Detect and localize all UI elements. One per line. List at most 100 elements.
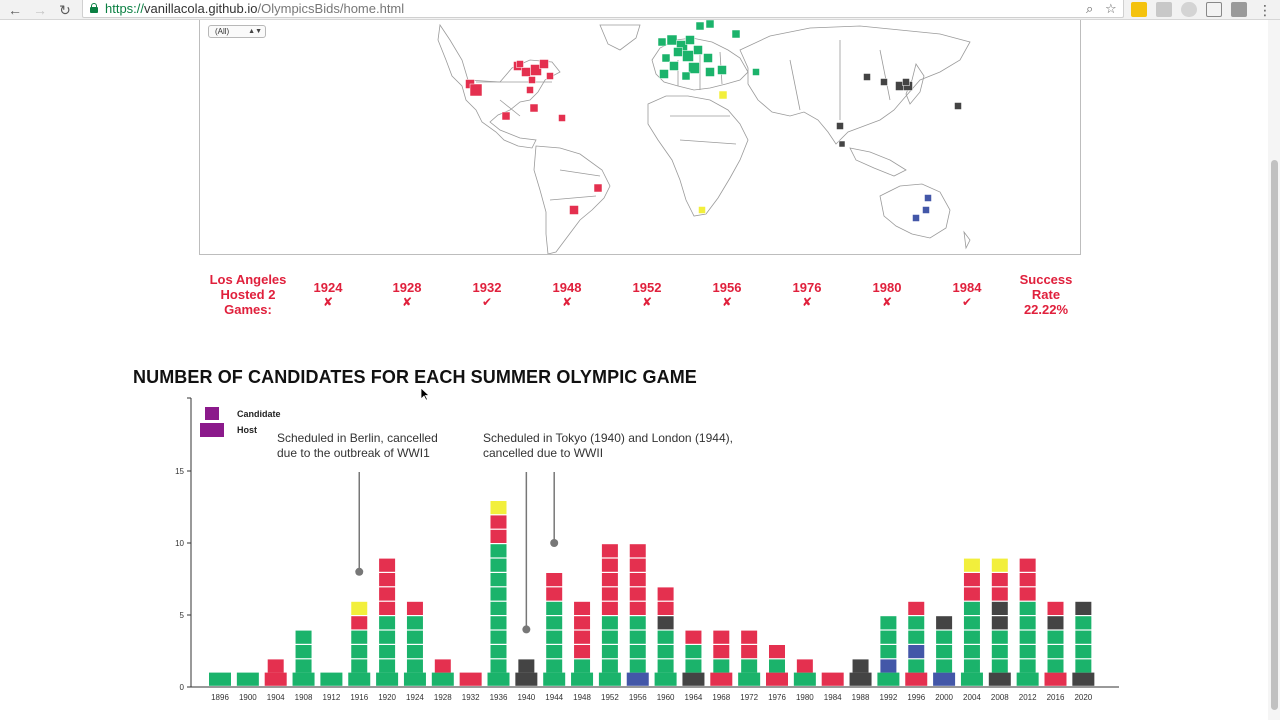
candidate-segment[interactable]	[1047, 645, 1064, 659]
candidate-segment[interactable]	[963, 587, 980, 601]
candidate-segment[interactable]	[963, 630, 980, 644]
candidate-segment[interactable]	[379, 630, 396, 644]
map-marker-europe[interactable]	[688, 62, 700, 74]
candidate-segment[interactable]	[657, 659, 674, 673]
candidate-segment[interactable]	[657, 587, 674, 601]
candidate-segment[interactable]	[685, 630, 702, 644]
candidate-segment[interactable]	[991, 587, 1008, 601]
candidate-segment[interactable]	[1019, 645, 1036, 659]
candidate-segment[interactable]	[908, 616, 925, 630]
zoom-icon[interactable]: ⌕	[1086, 1, 1094, 16]
candidate-segment[interactable]	[991, 573, 1008, 587]
candidate-segment[interactable]	[434, 659, 451, 673]
candidate-segment[interactable]	[379, 645, 396, 659]
candidate-segment[interactable]	[963, 616, 980, 630]
candidate-segment[interactable]	[991, 630, 1008, 644]
candidate-segment[interactable]	[963, 558, 980, 572]
bar-1916[interactable]	[348, 601, 371, 686]
candidate-segment[interactable]	[1019, 659, 1036, 673]
candidate-segment[interactable]	[490, 659, 507, 673]
candidate-segment[interactable]	[629, 645, 646, 659]
map-marker-asia[interactable]	[880, 78, 888, 86]
map-marker-north-america[interactable]	[558, 114, 566, 122]
candidate-segment[interactable]	[657, 616, 674, 630]
candidate-segment[interactable]	[490, 587, 507, 601]
host-segment[interactable]	[1072, 672, 1095, 686]
cast-icon[interactable]	[1206, 2, 1222, 17]
host-segment[interactable]	[320, 672, 343, 686]
candidate-segment[interactable]	[963, 573, 980, 587]
candidate-segment[interactable]	[1019, 616, 1036, 630]
bar-1996[interactable]	[905, 601, 928, 686]
candidate-segment[interactable]	[769, 659, 785, 673]
candidate-segment[interactable]	[490, 529, 507, 543]
candidate-segment[interactable]	[991, 659, 1008, 673]
candidate-segment[interactable]	[546, 616, 563, 630]
candidate-segment[interactable]	[574, 645, 591, 659]
candidate-segment[interactable]	[351, 616, 368, 630]
candidate-segment[interactable]	[1075, 630, 1092, 644]
host-segment[interactable]	[348, 672, 371, 686]
candidate-segment[interactable]	[963, 601, 980, 615]
candidate-segment[interactable]	[1019, 587, 1036, 601]
bar-1984[interactable]	[821, 672, 844, 686]
map-marker-north-america[interactable]	[593, 183, 603, 193]
forward-icon[interactable]: →	[33, 2, 47, 18]
bar-1980[interactable]	[793, 659, 816, 686]
candidate-segment[interactable]	[936, 630, 953, 644]
host-segment[interactable]	[236, 672, 259, 686]
address-bar[interactable]: https://vanillacola.github.io/OlympicsBi…	[82, 0, 1124, 18]
bar-2000[interactable]	[933, 616, 956, 686]
candidate-segment[interactable]	[490, 558, 507, 572]
candidate-segment[interactable]	[880, 630, 897, 644]
candidate-segment[interactable]	[629, 601, 646, 615]
map-marker-europe[interactable]	[669, 61, 679, 71]
candidate-segment[interactable]	[406, 601, 423, 615]
candidate-segment[interactable]	[908, 630, 925, 644]
scrollbar-thumb[interactable]	[1271, 160, 1278, 710]
extension-drive-icon[interactable]	[1181, 2, 1197, 17]
candidate-segment[interactable]	[601, 587, 618, 601]
candidate-segment[interactable]	[685, 659, 702, 673]
candidate-segment[interactable]	[601, 573, 618, 587]
candidate-segment[interactable]	[908, 645, 925, 659]
host-segment[interactable]	[376, 672, 399, 686]
candidate-segment[interactable]	[963, 645, 980, 659]
map-marker-europe[interactable]	[703, 53, 713, 63]
candidate-segment[interactable]	[1047, 659, 1064, 673]
host-segment[interactable]	[292, 672, 315, 686]
host-segment[interactable]	[905, 672, 928, 686]
candidate-segment[interactable]	[1075, 645, 1092, 659]
map-marker-europe[interactable]	[681, 71, 691, 81]
candidate-segment[interactable]	[991, 601, 1008, 615]
map-marker-europe[interactable]	[731, 29, 741, 39]
bar-1900[interactable]	[236, 672, 259, 686]
candidate-segment[interactable]	[657, 601, 674, 615]
candidate-segment[interactable]	[991, 616, 1008, 630]
candidate-segment[interactable]	[351, 659, 368, 673]
map-marker-north-america[interactable]	[469, 83, 483, 97]
host-segment[interactable]	[264, 672, 287, 686]
map-marker-europe[interactable]	[705, 20, 715, 29]
candidate-segment[interactable]	[880, 645, 897, 659]
candidate-segment[interactable]	[1075, 659, 1092, 673]
bar-1948[interactable]	[571, 601, 594, 686]
candidate-segment[interactable]	[629, 544, 646, 558]
host-segment[interactable]	[738, 672, 761, 686]
host-segment[interactable]	[487, 672, 510, 686]
candidate-segment[interactable]	[657, 630, 674, 644]
host-segment[interactable]	[543, 672, 566, 686]
candidate-segment[interactable]	[546, 587, 563, 601]
candidate-segment[interactable]	[936, 616, 953, 630]
candidate-segment[interactable]	[601, 616, 618, 630]
candidate-segment[interactable]	[796, 659, 813, 673]
candidate-segment[interactable]	[379, 573, 396, 587]
map-marker-europe[interactable]	[752, 68, 760, 76]
candidate-segment[interactable]	[1019, 558, 1036, 572]
candidate-segment[interactable]	[546, 601, 563, 615]
host-segment[interactable]	[877, 672, 900, 686]
candidate-segment[interactable]	[1019, 573, 1036, 587]
candidate-segment[interactable]	[629, 659, 646, 673]
region-filter-select[interactable]: (All) ▲▼	[208, 25, 266, 38]
map-marker-oceania[interactable]	[924, 194, 932, 202]
